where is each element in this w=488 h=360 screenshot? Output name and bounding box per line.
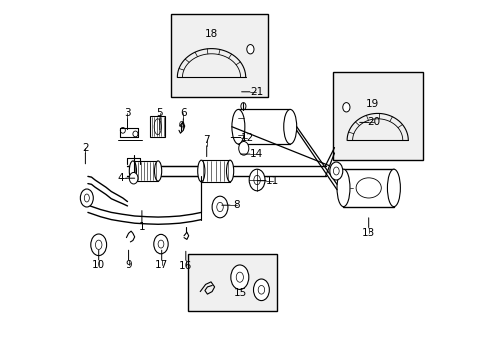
Ellipse shape bbox=[329, 162, 342, 180]
Ellipse shape bbox=[253, 279, 269, 301]
Ellipse shape bbox=[336, 169, 349, 207]
Text: 17: 17 bbox=[155, 260, 168, 270]
Ellipse shape bbox=[197, 160, 204, 182]
Ellipse shape bbox=[91, 234, 106, 256]
Ellipse shape bbox=[231, 109, 244, 144]
Ellipse shape bbox=[129, 161, 136, 181]
Bar bbox=[170, 14, 267, 97]
Ellipse shape bbox=[241, 103, 245, 110]
Text: 10: 10 bbox=[92, 260, 105, 270]
Text: 12: 12 bbox=[240, 132, 253, 143]
Text: 2: 2 bbox=[82, 143, 88, 153]
Ellipse shape bbox=[154, 161, 162, 181]
Text: 14: 14 bbox=[249, 149, 263, 159]
Bar bbox=[238, 109, 289, 144]
Ellipse shape bbox=[386, 169, 400, 207]
Text: 21: 21 bbox=[249, 87, 263, 97]
Bar bbox=[150, 116, 165, 137]
Text: 13: 13 bbox=[361, 228, 375, 238]
Ellipse shape bbox=[226, 160, 233, 182]
Bar bbox=[332, 72, 422, 160]
Text: 1: 1 bbox=[138, 222, 145, 232]
Ellipse shape bbox=[153, 234, 168, 254]
Text: 7: 7 bbox=[203, 135, 209, 145]
Text: 8: 8 bbox=[233, 200, 240, 210]
Text: 16: 16 bbox=[179, 261, 192, 271]
Text: 3: 3 bbox=[124, 108, 131, 118]
Text: 5: 5 bbox=[156, 108, 163, 118]
Text: 20: 20 bbox=[367, 117, 380, 127]
Text: 15: 15 bbox=[234, 288, 247, 298]
Text: 4: 4 bbox=[117, 173, 123, 183]
Bar bbox=[133, 161, 158, 181]
Ellipse shape bbox=[249, 169, 264, 191]
Ellipse shape bbox=[129, 172, 138, 184]
Bar bbox=[187, 254, 276, 311]
Ellipse shape bbox=[80, 189, 93, 207]
Text: 9: 9 bbox=[125, 260, 132, 270]
Bar bbox=[201, 160, 230, 182]
Ellipse shape bbox=[283, 109, 296, 144]
Ellipse shape bbox=[342, 103, 349, 112]
Ellipse shape bbox=[238, 141, 248, 155]
Text: 19: 19 bbox=[365, 99, 378, 109]
Text: 6: 6 bbox=[180, 108, 186, 118]
Ellipse shape bbox=[246, 45, 253, 54]
Bar bbox=[343, 169, 393, 207]
Text: 18: 18 bbox=[204, 29, 218, 39]
Ellipse shape bbox=[230, 265, 248, 289]
Ellipse shape bbox=[212, 196, 227, 218]
Text: 11: 11 bbox=[265, 176, 279, 186]
